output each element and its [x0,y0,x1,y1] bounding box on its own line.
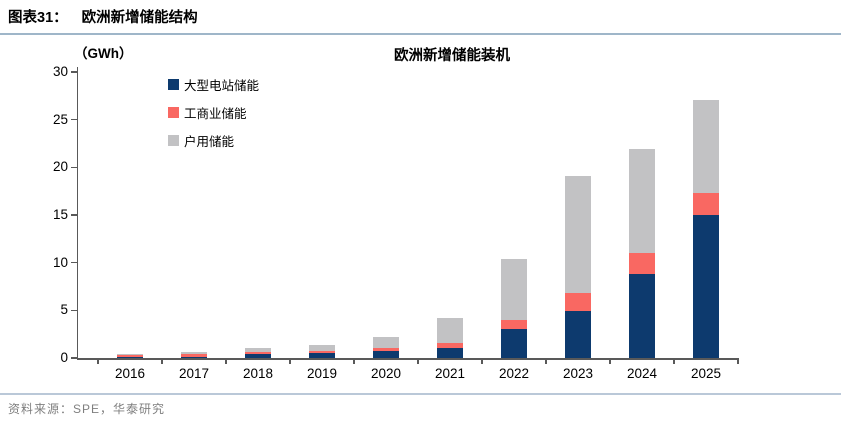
legend-item: 大型电站储能 [168,76,259,93]
y-axis-tick-label: 10 [52,254,68,270]
y-axis-line [76,67,78,360]
legend-label: 户用储能 [184,135,235,149]
bar-segment [181,354,207,357]
x-axis-tick-label: 2025 [690,366,722,381]
figure-title: 欧洲新增储能结构 [81,10,198,26]
figure-number-label: 图表31： [8,10,68,26]
y-axis-tick [71,166,77,169]
legend-label: 工商业储能 [184,107,247,121]
legend-label: 大型电站储能 [184,79,260,93]
bar-segment [437,342,463,348]
bar-segment [245,351,271,355]
chart-title: 欧洲新增储能装机 [394,48,510,64]
x-axis-line [76,357,739,360]
bar-segment [437,347,463,358]
header-divider [0,33,841,35]
legend: 大型电站储能 工商业储能户用储能 [168,76,259,160]
bar-segment [309,344,335,352]
bar-segment [693,99,719,194]
x-axis-tick [289,359,291,364]
y-axis-tick [71,261,77,264]
y-axis-tick-label: 25 [52,111,68,127]
x-axis-tick [545,359,547,364]
bar-segment [629,253,655,275]
bar-segment [501,319,527,330]
x-axis-tick-label: 2024 [626,366,658,381]
x-axis-tick [161,359,163,364]
bar-segment [629,149,655,254]
bar-segment [565,311,591,358]
bar-segment [309,353,335,358]
bar-segment [501,329,527,358]
x-axis-tick-label: 2016 [114,366,146,381]
bar-segment [565,293,591,312]
x-axis-tick [97,359,99,364]
bar-segment [565,175,591,294]
x-axis-tick-label: 2022 [498,366,530,381]
bar-segment [373,351,399,358]
y-axis-tick [71,118,77,121]
x-axis-tick [481,359,483,364]
bar-segment [181,356,207,358]
y-axis-tick [71,71,77,73]
x-axis-tick [673,359,675,364]
x-axis-tick [609,359,611,364]
x-axis-tick [737,359,739,364]
bar-segment [181,352,207,355]
y-axis-tick [71,214,77,216]
bar-segment [245,354,271,358]
x-axis-tick-label: 2018 [242,366,274,381]
source-note: 资料来源：SPE，华泰研究 [8,402,166,416]
bar-segment [629,274,655,358]
bar-segment [117,357,143,358]
x-axis-tick-label: 2021 [434,366,466,381]
x-axis-tick [417,359,419,364]
y-axis-tick [71,357,77,359]
y-axis-tick [71,309,77,312]
x-axis-tick-label: 2019 [306,366,338,381]
y-axis-tick-label: 0 [60,350,68,365]
y-axis-unit-label: （GWh） [74,46,133,61]
bar-segment [373,337,399,349]
y-axis-tick-label: 20 [52,159,68,175]
x-axis-tick-label: 2020 [370,366,402,381]
bar-segment [309,351,335,354]
footer-divider [0,393,841,395]
bar-segment [693,215,719,358]
legend-swatch [168,135,179,146]
y-axis-tick-label: 5 [60,302,68,318]
bar-segment [245,347,271,352]
bar-segment [373,348,399,352]
y-axis-tick-label: 15 [52,207,68,222]
legend-item: 户用储能 [168,132,259,149]
figure-header: 图表31： 欧洲新增储能结构 [8,6,198,27]
bar-segment [693,193,719,215]
x-axis-tick-label: 2017 [178,366,210,381]
x-axis-tick [353,359,355,364]
x-axis-tick [225,359,227,364]
y-axis-tick-label: 30 [52,64,68,79]
legend-item: 工商业储能 [168,104,259,121]
legend-swatch [168,107,179,118]
bar-segment [117,354,143,358]
bar-segment [501,258,527,320]
bar-segment [437,317,463,343]
legend-swatch [168,79,179,90]
x-axis-tick-label: 2023 [562,366,594,381]
